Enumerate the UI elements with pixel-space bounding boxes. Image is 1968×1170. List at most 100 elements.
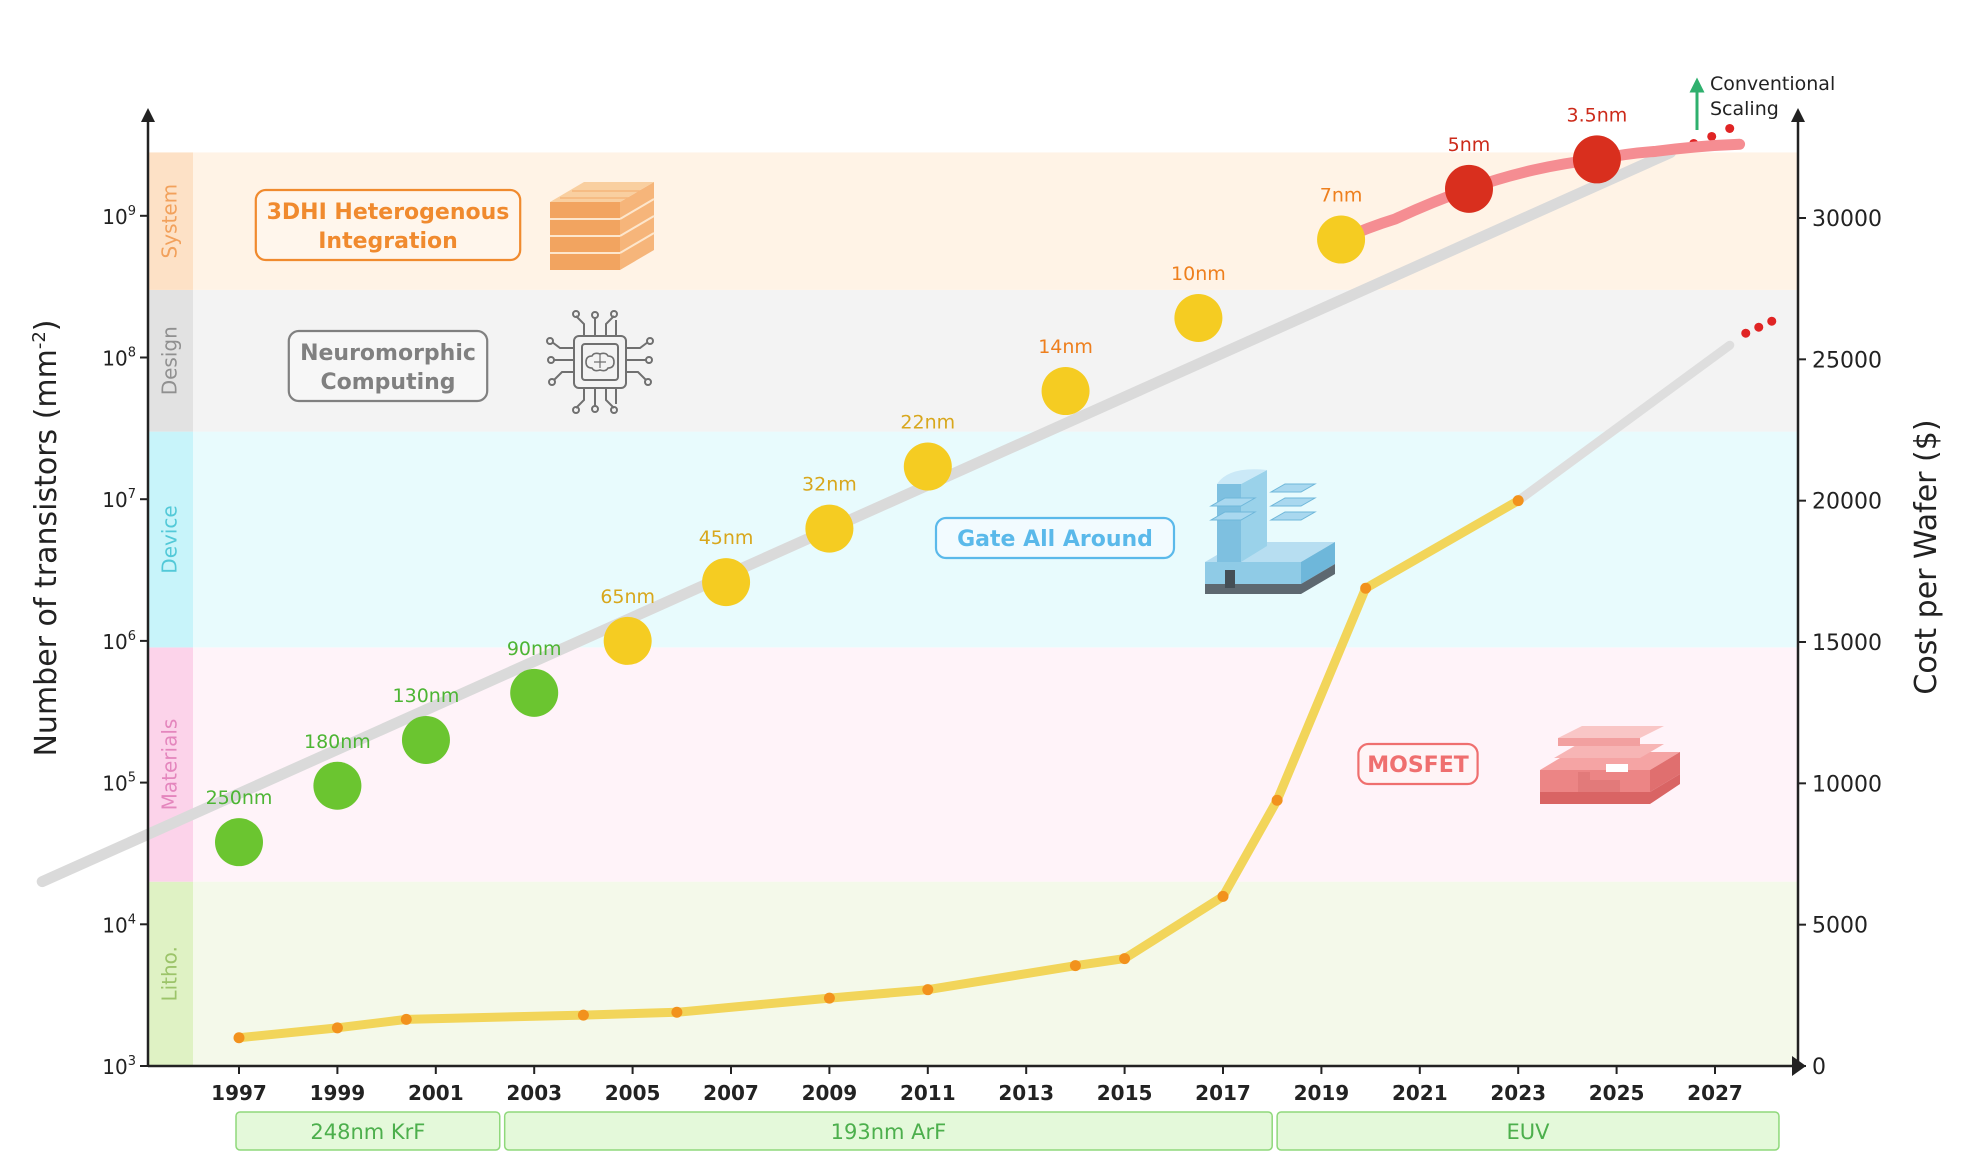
callout-label: Neuromorphic [300,341,476,366]
x-tick-label: 2001 [408,1081,464,1105]
node-label: 250nm [206,787,273,809]
band-label: Device [158,505,182,573]
node-250nm [215,818,263,867]
y-axis-right-arrow [1791,108,1805,122]
litho-era-box [1276,1111,1780,1151]
callout-box [287,329,489,403]
illustrations [546,182,1680,804]
cost-point [1217,890,1229,902]
node-label: 10nm [1171,263,1226,285]
node-label: 45nm [699,527,754,549]
y-left-tick-label: 109 [102,204,136,229]
x-tick-label: 1997 [211,1081,267,1105]
cost-point [331,1022,343,1034]
node-label: 7nm [1320,185,1363,207]
x-tick-label: 2007 [703,1081,759,1105]
actual-scaling-curve [1335,138,1746,246]
y-right-tick-label: 30000 [1812,207,1882,232]
y-left-tick-label: 107 [102,487,136,512]
callouts: 3DHI Heterogenous Integration Neuromorphic… [254,188,1479,786]
cost-point [671,1006,683,1018]
callout-label: MOSFET [1367,753,1469,778]
node-7nm [1317,215,1366,264]
litho-era-label: 248nm KrF [310,1120,425,1144]
cost-point [1119,953,1131,965]
node-65nm [603,616,652,665]
mosfet-icon [1540,726,1680,804]
callout-box [1357,742,1479,786]
node-3.5nm [1572,135,1621,184]
cost-continuation-dot [1741,328,1751,338]
conventional-scaling-trend-line [36,146,1677,888]
node-label: 3.5nm [1567,104,1628,126]
conventional-scaling-label: Scaling [1710,98,1779,120]
y-left-tick-label: 106 [102,629,136,654]
band-label: Design [158,326,182,395]
cost-point [823,992,835,1004]
band-label-bg [148,881,193,1066]
cost-point [1360,582,1372,594]
band-label-bg [148,431,193,648]
cost-point [1512,495,1524,507]
x-tick-label: 2011 [900,1081,956,1105]
cost-continuation-dot [1754,322,1764,332]
gate-all-around-icon [1205,469,1335,594]
x-tick-label: 2017 [1195,1081,1251,1105]
y-right-tick-label: 25000 [1812,348,1882,373]
node-label: 180nm [304,731,371,753]
cost-projection-line [1513,340,1735,506]
trend-continuation-dot [1725,123,1735,133]
y-axis-left-arrow [141,108,155,122]
band-label: Litho. [158,946,182,1001]
y-right-tick-label: 15000 [1812,631,1882,656]
litho-era-box [235,1111,501,1151]
band-materials [148,647,1798,882]
cost-point [1069,960,1081,972]
band-label: System [158,184,182,259]
annotations: Conventional Scaling [1689,73,1835,130]
callout-box [254,188,522,262]
y-right-tick-label: 0 [1812,1055,1826,1080]
x-tick-label: 2013 [998,1081,1054,1105]
node-label: 14nm [1038,336,1093,358]
y-left-tick-label: 105 [102,771,136,796]
node-label: 65nm [600,586,655,608]
node-label: 32nm [802,474,857,496]
x-tick-label: 2015 [1097,1081,1153,1105]
node-label: 22nm [900,412,955,434]
trend-continuation-dot [1707,131,1717,141]
cost-continuation-dot [1767,316,1777,326]
cost-point [233,1032,245,1044]
category-bands: Litho. Materials Device Design System [148,152,1798,1066]
x-tick-label: 2025 [1589,1081,1645,1105]
cost-point [577,1009,589,1021]
technology-nodes: 250nm 180nm 130nm 90nm 65nm 45nm 32nm 22nm 14nm 1… [206,104,1628,867]
cost-point [1271,794,1283,806]
callout-label: Integration [318,229,458,254]
node-label: 90nm [507,638,562,660]
x-tick-label: 2009 [802,1081,858,1105]
node-45nm [702,558,751,607]
y-left-tick-label: 108 [102,346,136,371]
band-label-bg [148,647,193,882]
cost-point [922,984,934,996]
x-tick-label: 2005 [605,1081,661,1105]
x-tick-label: 2003 [506,1081,562,1105]
x-tick-label: 2023 [1490,1081,1546,1105]
series [36,123,1777,1044]
callout-label: Computing [320,370,455,395]
x-tick-label: 2019 [1294,1081,1350,1105]
cost-point [400,1013,412,1025]
conventional-scaling-label: Conventional [1710,73,1835,95]
litho-era-label: EUV [1507,1120,1551,1144]
x-tick-label: 2027 [1687,1081,1743,1105]
callout-label: Gate All Around [957,527,1153,552]
node-label: 130nm [393,685,460,707]
node-130nm [401,715,450,764]
node-5nm [1445,164,1493,213]
node-32nm [805,504,854,553]
callout-label: 3DHI Heterogenous [267,200,510,225]
y-right-tick-label: 5000 [1812,914,1868,939]
axes: 1997 1999 2001 2003 2005 2007 2009 2011 2013 2015… [29,108,1944,1105]
node-14nm [1041,367,1090,416]
